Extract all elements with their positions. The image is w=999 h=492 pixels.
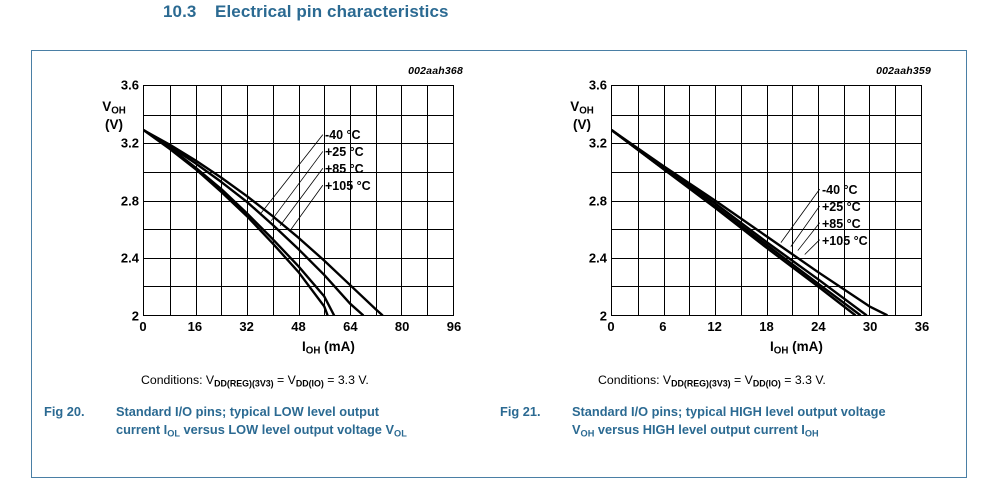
chart-id-label: 002aah368 <box>408 65 463 77</box>
y-axis-label-symbol: VOH <box>570 99 594 117</box>
gridline-vertical <box>869 86 871 315</box>
x-tick: 80 <box>394 319 410 334</box>
chart-id-label: 002aah359 <box>876 65 931 77</box>
y-axis-label: VOH (V) <box>556 99 608 133</box>
curve-25C <box>144 129 365 315</box>
x-tick: 64 <box>343 319 358 334</box>
x-tick: 30 <box>862 319 878 334</box>
x-axis-label: IOH (mA) <box>770 339 823 357</box>
plot-area: -40 °C +25 °C +85 °C +105 °C <box>143 85 454 316</box>
x-tick: 12 <box>707 319 722 334</box>
chart-002aah368: 002aah368 VOH (V) 3.6 3.2 2.8 2.4 2 <box>32 51 500 361</box>
curve-105C <box>144 129 329 315</box>
curve-105C <box>612 129 857 315</box>
gridline-vertical <box>843 86 845 315</box>
y-tick: 2.8 <box>120 193 139 208</box>
gridline-vertical <box>350 86 351 315</box>
legend-item-minus40: -40 °C <box>822 183 858 197</box>
gridline-vertical <box>895 86 897 315</box>
y-tick: 3.2 <box>120 135 139 151</box>
x-tick: 48 <box>291 319 306 334</box>
section-number: 10.3 <box>163 2 197 21</box>
data-curves <box>612 129 888 315</box>
figure-number: Fig 20. <box>44 404 85 419</box>
x-tick: 18 <box>759 319 774 334</box>
figure-caption-fig-20: Fig 20. Standard I/O pins; typical LOW l… <box>44 403 444 441</box>
legend-item-plus25: +25 °C <box>822 200 861 214</box>
conditions-text: Conditions: VDD(REG)(3V3) = VDD(IO) = 3.… <box>598 373 826 389</box>
x-tick: 32 <box>239 319 254 334</box>
gridline-vertical <box>740 86 742 315</box>
gridline-vertical <box>272 86 274 315</box>
figure-fig-20: 002aah368 VOH (V) 3.6 3.2 2.8 2.4 2 <box>32 51 500 477</box>
legend-item-plus105: +105 °C <box>822 234 868 248</box>
y-tick: 2 <box>599 308 607 324</box>
gridline-vertical <box>195 86 197 315</box>
gridline-vertical <box>637 86 639 315</box>
page-title: 10.3 Electrical pin characteristics <box>163 2 449 22</box>
y-tick: 2.4 <box>120 250 139 266</box>
x-tick: 6 <box>659 319 667 334</box>
x-tick: 96 <box>446 319 462 334</box>
gridline-vertical <box>375 86 377 315</box>
gridline-vertical <box>663 86 665 315</box>
gridline-vertical <box>792 86 794 315</box>
y-axis-label-symbol: VOH <box>102 99 126 117</box>
figure-fig-21: 002aah359 VOH (V) 3.6 3.2 2.8 2.4 2 <box>500 51 968 477</box>
chart-002aah359: 002aah359 VOH (V) 3.6 3.2 2.8 2.4 2 <box>500 51 968 361</box>
section-title-text: Electrical pin characteristics <box>215 2 449 21</box>
y-axis-label-unit: (V) <box>105 117 123 133</box>
legend-leader-lines <box>780 188 820 255</box>
y-tick: 2 <box>131 308 139 324</box>
y-axis-ticks: 3.6 3.2 2.8 2.4 2 <box>95 78 139 324</box>
gridline-vertical <box>221 86 223 315</box>
y-tick: 3.6 <box>120 77 139 93</box>
x-tick: 0 <box>607 319 615 334</box>
x-tick: 0 <box>139 319 147 334</box>
y-axis-ticks: 3.6 3.2 2.8 2.4 2 <box>563 78 607 324</box>
legend-item-plus85: +85 °C <box>325 162 364 176</box>
figure-caption-fig-21: Fig 21. Standard I/O pins; typical HIGH … <box>500 403 960 441</box>
y-tick: 3.2 <box>588 135 607 151</box>
x-axis-ticks: 0 16 32 48 64 80 96 <box>139 319 461 339</box>
gridline-vertical <box>689 86 691 315</box>
y-axis-label-unit: (V) <box>573 117 591 133</box>
data-curves <box>144 129 384 315</box>
x-tick: 36 <box>914 319 930 334</box>
plot-area: -40 °C +25 °C +85 °C +105 °C <box>611 85 922 316</box>
gridline-vertical <box>324 86 326 315</box>
curve-40C <box>144 129 384 315</box>
gridline-vertical <box>427 86 429 315</box>
legend-item-plus85: +85 °C <box>822 217 861 231</box>
legend-item-plus105: +105 °C <box>325 179 371 193</box>
legend-item-plus25: +25 °C <box>325 145 364 159</box>
figures-frame: 002aah368 VOH (V) 3.6 3.2 2.8 2.4 2 <box>31 50 967 478</box>
y-tick: 2.8 <box>588 193 607 208</box>
figure-caption-text: Standard I/O pins; typical HIGH level ou… <box>572 404 886 439</box>
y-tick: 2.4 <box>588 250 607 266</box>
figure-number: Fig 21. <box>500 404 541 419</box>
x-tick: 16 <box>187 319 203 334</box>
figure-caption-text: Standard I/O pins; typical LOW level out… <box>116 404 407 439</box>
gridline-vertical <box>401 86 403 315</box>
y-axis-label: VOH (V) <box>88 99 140 133</box>
gridline-vertical <box>246 86 248 315</box>
x-axis-label: IOH (mA) <box>302 339 355 357</box>
x-tick: 24 <box>811 319 826 334</box>
conditions-text: Conditions: VDD(REG)(3V3) = VDD(IO) = 3.… <box>141 373 369 389</box>
y-tick: 3.6 <box>588 77 607 93</box>
gridline-vertical <box>818 86 819 315</box>
x-axis-ticks: 0 6 12 18 24 30 36 <box>607 319 929 339</box>
gridline-vertical <box>766 86 768 315</box>
legend-item-minus40: -40 °C <box>325 128 361 142</box>
legend-leader-lines <box>260 134 324 231</box>
gridline-vertical <box>169 86 171 315</box>
